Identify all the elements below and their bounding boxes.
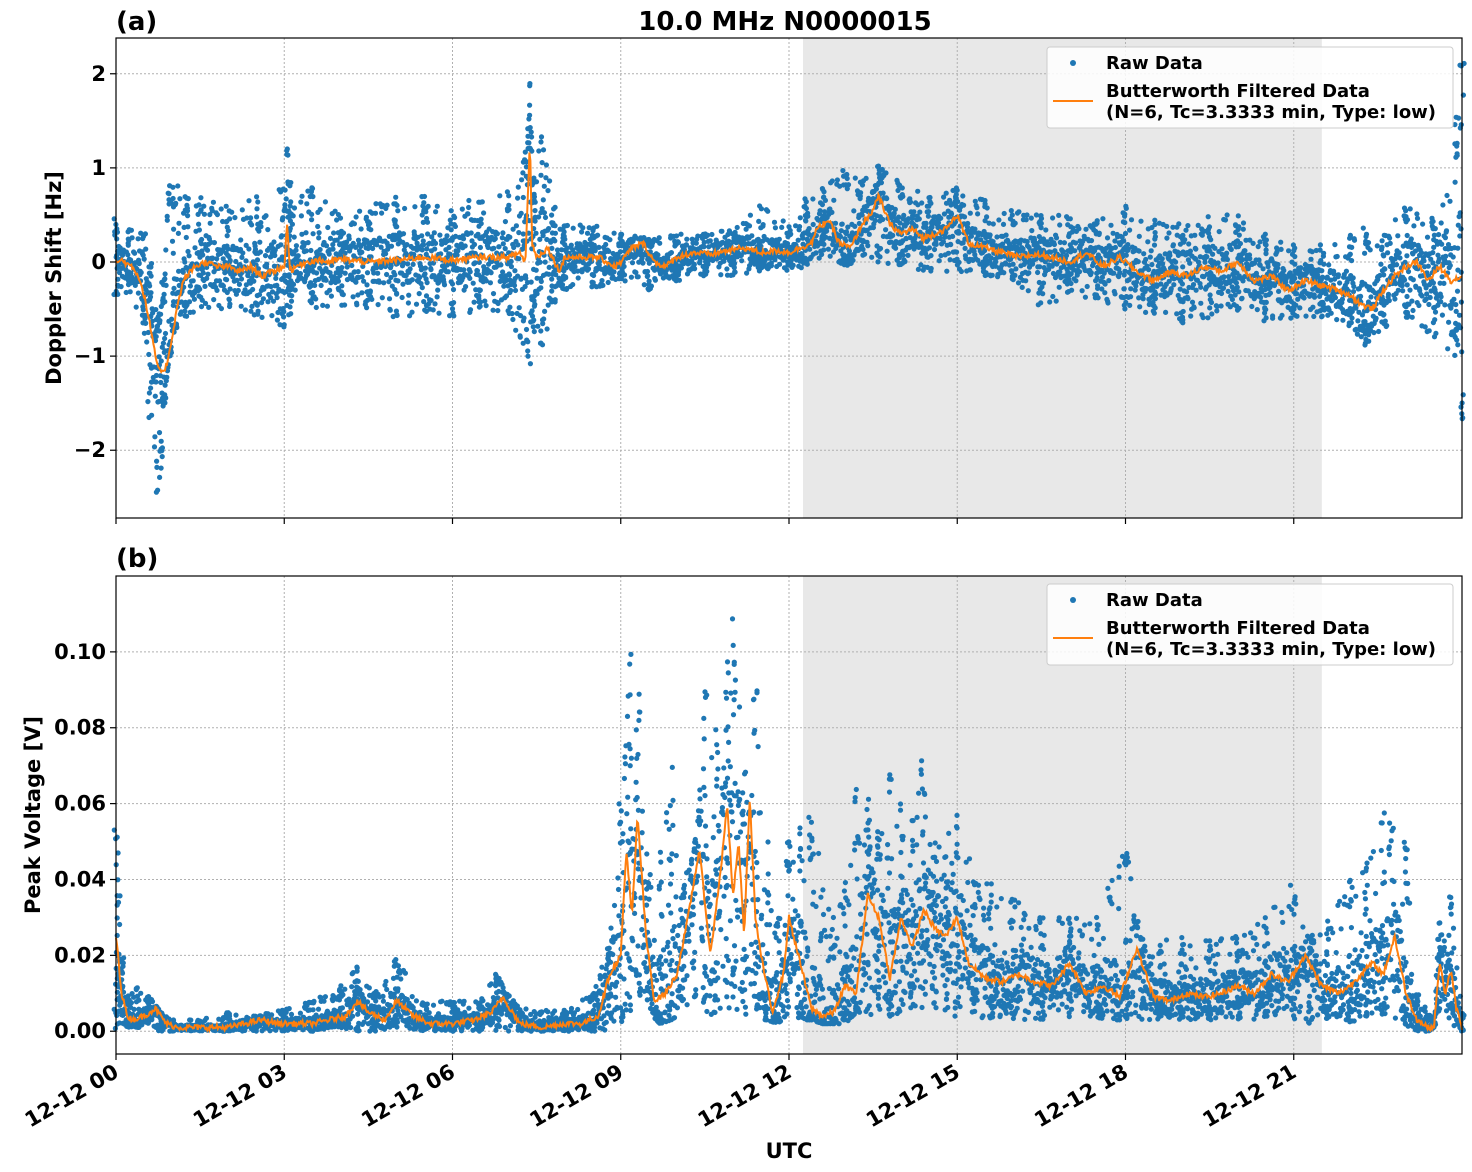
y-tick-label: 0.02 (54, 943, 106, 967)
y-tick-label: 1 (91, 156, 106, 180)
panel-b-filtered-line (115, 801, 1463, 1034)
panel-a: −2 −1 0 1 2 (a) 10.0 MHz N0000015 Doppler Sh… (42, 7, 1467, 524)
panel-b-label: (b) (116, 544, 158, 574)
x-tick-label: 12-12 00 (21, 1060, 123, 1133)
legend-filtered-label-params: (N=6, Tc=3.3333 min, Type: low) (1106, 639, 1436, 660)
panel-a-raw-series (111, 60, 1467, 495)
panel-b: 0.00 0.02 0.04 0.06 0.08 0.10 12-12 00 12-12 03… (21, 544, 1467, 1163)
y-tick-label: 0.06 (54, 792, 106, 816)
legend-raw-label: Raw Data (1106, 590, 1203, 611)
panel-b-legend: Raw Data Butterworth Filtered Data (N=6,… (1046, 583, 1454, 666)
y-tick-label: 0.08 (54, 716, 106, 740)
legend-filtered-label: Butterworth Filtered Data (1106, 81, 1370, 102)
panel-a-legend: Raw Data Butterworth Filtered Data (N=6,… (1046, 46, 1454, 129)
panel-a-title: 10.0 MHz N0000015 (638, 7, 931, 37)
panel-a-label: (a) (116, 7, 157, 37)
x-tick-label: 12-12 21 (1198, 1060, 1300, 1133)
x-tick-label: 12-12 18 (1030, 1060, 1132, 1133)
panel-b-xlabel: UTC (766, 1139, 813, 1163)
legend-filtered-label: Butterworth Filtered Data (1106, 618, 1370, 639)
x-tick-label: 12-12 09 (525, 1060, 627, 1133)
panel-a-ylabel: Doppler Shift [Hz] (42, 171, 66, 385)
y-tick-label: −2 (74, 438, 106, 462)
y-tick-label: −1 (74, 344, 106, 368)
panel-b-ylabel: Peak Voltage [V] (21, 716, 45, 914)
panel-a-filtered-line (115, 152, 1463, 374)
legend-filtered-label-params: (N=6, Tc=3.3333 min, Type: low) (1106, 102, 1436, 123)
y-tick-label: 0.04 (54, 867, 106, 891)
y-tick-label: 0.10 (54, 640, 106, 664)
y-tick-label: 2 (91, 62, 106, 86)
y-tick-label: 0 (91, 250, 106, 274)
raw-data-points (111, 60, 1467, 495)
x-tick-label: 12-12 06 (357, 1060, 459, 1133)
x-tick-label: 12-12 15 (862, 1060, 964, 1133)
y-tick-label: 0.00 (54, 1019, 106, 1043)
legend-raw-marker (1070, 597, 1076, 603)
legend-raw-label: Raw Data (1106, 53, 1203, 74)
panel-a-ticks: −2 −1 0 1 2 (74, 62, 1295, 524)
x-tick-label: 12-12 03 (189, 1060, 291, 1133)
x-tick-label: 12-12 12 (694, 1060, 796, 1133)
legend-raw-marker (1070, 60, 1076, 66)
